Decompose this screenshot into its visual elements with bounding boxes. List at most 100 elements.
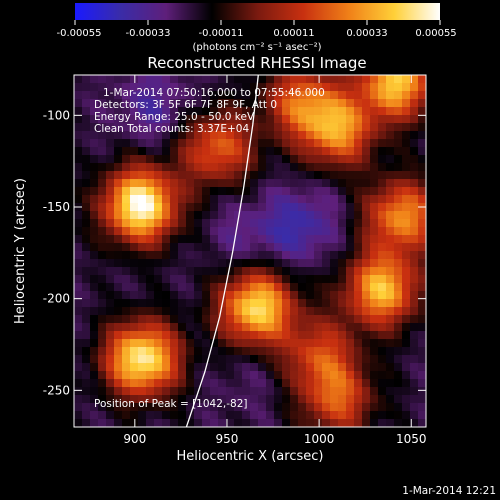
plot-area: 900 950 1000 1050-250-200-150-100 <box>43 74 427 446</box>
heatmap-cell <box>266 275 275 284</box>
heatmap-cell <box>122 219 131 228</box>
heatmap-cell <box>306 331 315 340</box>
heatmap-cell <box>90 259 99 268</box>
heatmap-cell <box>178 315 187 324</box>
heatmap-cell <box>274 387 283 396</box>
heatmap-cell <box>122 371 131 380</box>
heatmap-cell <box>330 363 339 372</box>
heatmap-cell <box>178 363 187 372</box>
heatmap-cell <box>378 219 387 228</box>
heatmap-cell <box>122 347 131 356</box>
heatmap-cell <box>98 75 107 84</box>
heatmap-cell <box>82 379 91 388</box>
heatmap-cell <box>306 163 315 172</box>
heatmap-cell <box>282 139 291 148</box>
heatmap-cell <box>162 107 171 116</box>
heatmap-cell <box>194 147 203 156</box>
heatmap-cell <box>266 227 275 236</box>
heatmap-cell <box>218 235 227 244</box>
heatmap-cell <box>170 91 179 100</box>
heatmap-cell <box>170 307 179 316</box>
heatmap-cell <box>354 155 363 164</box>
heatmap-cell <box>106 155 115 164</box>
heatmap-cell <box>218 411 227 420</box>
heatmap-cell <box>98 403 107 412</box>
heatmap-cell <box>122 419 131 428</box>
heatmap-cell <box>290 395 299 404</box>
heatmap-cell <box>234 419 243 428</box>
heatmap-cell <box>106 275 115 284</box>
heatmap-cell <box>298 227 307 236</box>
heatmap-cell <box>418 371 427 380</box>
heatmap-cell <box>306 251 315 260</box>
heatmap-cell <box>370 203 379 212</box>
heatmap-cell <box>338 267 347 276</box>
heatmap-cell <box>386 91 395 100</box>
heatmap-cell <box>330 291 339 300</box>
heatmap-cell <box>234 363 243 372</box>
heatmap-cell <box>82 179 91 188</box>
heatmap-cell <box>122 139 131 148</box>
heatmap-cell <box>186 403 195 412</box>
heatmap-cell <box>74 331 83 340</box>
heatmap-cell <box>178 331 187 340</box>
heatmap-cell <box>74 155 83 164</box>
heatmap-cell <box>138 259 147 268</box>
heatmap-cell <box>106 371 115 380</box>
heatmap-cell <box>226 371 235 380</box>
heatmap-cell <box>354 83 363 92</box>
heatmap-cell <box>90 291 99 300</box>
colorbar: -0.00055 -0.00033 -0.00011 0.00011 0.00033 0.… <box>57 3 457 53</box>
heatmap-cell <box>122 203 131 212</box>
heatmap-cell <box>410 187 419 196</box>
heatmap-cell <box>282 131 291 140</box>
heatmap-cell <box>266 347 275 356</box>
heatmap-cell <box>298 267 307 276</box>
heatmap-cell <box>250 139 259 148</box>
heatmap-cell <box>226 267 235 276</box>
heatmap-cell <box>194 347 203 356</box>
heatmap-cell <box>194 115 203 124</box>
heatmap-cell <box>410 235 419 244</box>
heatmap-cell <box>210 219 219 228</box>
heatmap-cell <box>146 211 155 220</box>
heatmap-cell <box>178 307 187 316</box>
heatmap-cell <box>162 299 171 308</box>
heatmap-cell <box>330 307 339 316</box>
heatmap-cell <box>98 307 107 316</box>
heatmap-cell <box>282 411 291 420</box>
heatmap-cell <box>338 123 347 132</box>
heatmap-cell <box>410 379 419 388</box>
heatmap-cell <box>122 99 131 108</box>
heatmap-cell <box>210 387 219 396</box>
heatmap-cell <box>314 291 323 300</box>
heatmap-cell <box>330 211 339 220</box>
heatmap-cell <box>162 267 171 276</box>
heatmap-cell <box>210 259 219 268</box>
heatmap-cell <box>202 211 211 220</box>
heatmap-cell <box>314 179 323 188</box>
heatmap-cell <box>346 91 355 100</box>
heatmap-cell <box>410 283 419 292</box>
heatmap-cell <box>234 187 243 196</box>
heatmap-cell <box>226 179 235 188</box>
heatmap-cell <box>370 251 379 260</box>
heatmap-cell <box>210 123 219 132</box>
heatmap-cell <box>266 155 275 164</box>
heatmap-cell <box>202 107 211 116</box>
heatmap-cell <box>202 115 211 124</box>
heatmap-cell <box>74 323 83 332</box>
heatmap-cell <box>362 203 371 212</box>
heatmap-cell <box>170 299 179 308</box>
heatmap-cell <box>274 163 283 172</box>
heatmap-cell <box>378 147 387 156</box>
heatmap-cell <box>138 339 147 348</box>
heatmap-cell <box>146 107 155 116</box>
heatmap-cell <box>226 275 235 284</box>
heatmap-cell <box>106 363 115 372</box>
heatmap-cell <box>106 187 115 196</box>
heatmap-cell <box>330 171 339 180</box>
heatmap-cell <box>186 379 195 388</box>
heatmap-cell <box>418 91 427 100</box>
heatmap-cell <box>370 115 379 124</box>
